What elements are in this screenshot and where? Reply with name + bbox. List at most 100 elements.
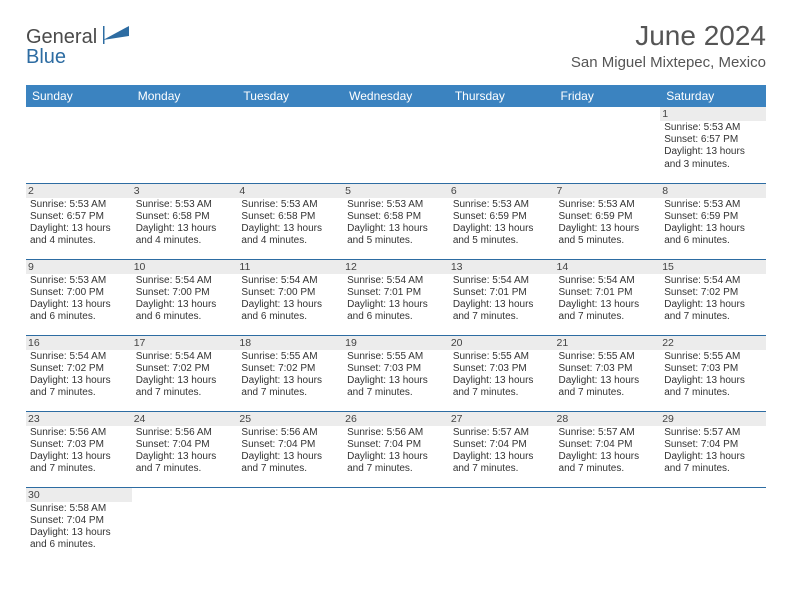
daylight-text: Daylight: 13 hours and 5 minutes. [347, 223, 445, 247]
day-number: 12 [343, 260, 449, 274]
sunset-text: Sunset: 6:58 PM [347, 211, 445, 223]
sunset-text: Sunset: 7:00 PM [136, 287, 234, 299]
day-number: 9 [26, 260, 132, 274]
calendar-day-cell: 8Sunrise: 5:53 AMSunset: 6:59 PMDaylight… [660, 183, 766, 259]
day-number: 21 [555, 336, 661, 350]
sunrise-text: Sunrise: 5:54 AM [136, 275, 234, 287]
sunset-text: Sunset: 7:03 PM [559, 363, 657, 375]
day-info: Sunrise: 5:54 AMSunset: 7:00 PMDaylight:… [241, 275, 339, 324]
day-info: Sunrise: 5:54 AMSunset: 7:00 PMDaylight:… [136, 275, 234, 324]
day-number: 25 [237, 412, 343, 426]
day-info: Sunrise: 5:55 AMSunset: 7:03 PMDaylight:… [559, 351, 657, 400]
daylight-text: Daylight: 13 hours and 3 minutes. [664, 146, 762, 170]
calendar-day-cell: 7Sunrise: 5:53 AMSunset: 6:59 PMDaylight… [555, 183, 661, 259]
day-info: Sunrise: 5:54 AMSunset: 7:02 PMDaylight:… [30, 351, 128, 400]
sunrise-text: Sunrise: 5:55 AM [664, 351, 762, 363]
sunset-text: Sunset: 7:01 PM [347, 287, 445, 299]
daylight-text: Daylight: 13 hours and 6 minutes. [30, 299, 128, 323]
day-number: 11 [237, 260, 343, 274]
sunset-text: Sunset: 7:04 PM [347, 439, 445, 451]
month-title: June 2024 [571, 20, 766, 52]
daylight-text: Daylight: 13 hours and 5 minutes. [453, 223, 551, 247]
calendar-day-cell: 29Sunrise: 5:57 AMSunset: 7:04 PMDayligh… [660, 411, 766, 487]
flag-icon [103, 26, 129, 49]
sunset-text: Sunset: 7:04 PM [453, 439, 551, 451]
day-number: 22 [660, 336, 766, 350]
day-number: 2 [26, 184, 132, 198]
day-number: 6 [449, 184, 555, 198]
sunset-text: Sunset: 7:03 PM [453, 363, 551, 375]
calendar-day-cell [555, 487, 661, 563]
calendar-day-cell: 18Sunrise: 5:55 AMSunset: 7:02 PMDayligh… [237, 335, 343, 411]
day-number: 3 [132, 184, 238, 198]
calendar-day-cell: 22Sunrise: 5:55 AMSunset: 7:03 PMDayligh… [660, 335, 766, 411]
sunset-text: Sunset: 7:03 PM [347, 363, 445, 375]
calendar-week-row: 23Sunrise: 5:56 AMSunset: 7:03 PMDayligh… [26, 411, 766, 487]
calendar-day-cell [449, 107, 555, 183]
day-info: Sunrise: 5:53 AMSunset: 6:59 PMDaylight:… [664, 199, 762, 248]
calendar-day-cell [237, 487, 343, 563]
calendar-header-row: SundayMondayTuesdayWednesdayThursdayFrid… [26, 85, 766, 107]
day-info: Sunrise: 5:54 AMSunset: 7:01 PMDaylight:… [347, 275, 445, 324]
sunrise-text: Sunrise: 5:53 AM [136, 199, 234, 211]
sunset-text: Sunset: 7:04 PM [136, 439, 234, 451]
calendar-day-cell [237, 107, 343, 183]
weekday-header: Saturday [660, 85, 766, 107]
calendar-day-cell: 26Sunrise: 5:56 AMSunset: 7:04 PMDayligh… [343, 411, 449, 487]
calendar-day-cell [132, 487, 238, 563]
calendar-week-row: 2Sunrise: 5:53 AMSunset: 6:57 PMDaylight… [26, 183, 766, 259]
sunrise-text: Sunrise: 5:57 AM [453, 427, 551, 439]
sunset-text: Sunset: 7:02 PM [136, 363, 234, 375]
calendar-day-cell: 6Sunrise: 5:53 AMSunset: 6:59 PMDaylight… [449, 183, 555, 259]
sunset-text: Sunset: 6:59 PM [664, 211, 762, 223]
calendar-day-cell [26, 107, 132, 183]
daylight-text: Daylight: 13 hours and 7 minutes. [136, 375, 234, 399]
daylight-text: Daylight: 13 hours and 7 minutes. [30, 375, 128, 399]
day-number: 26 [343, 412, 449, 426]
calendar-week-row: 30Sunrise: 5:58 AMSunset: 7:04 PMDayligh… [26, 487, 766, 563]
daylight-text: Daylight: 13 hours and 7 minutes. [664, 299, 762, 323]
daylight-text: Daylight: 13 hours and 4 minutes. [136, 223, 234, 247]
day-number: 17 [132, 336, 238, 350]
day-info: Sunrise: 5:58 AMSunset: 7:04 PMDaylight:… [30, 503, 128, 552]
sunset-text: Sunset: 6:58 PM [241, 211, 339, 223]
calendar-day-cell: 5Sunrise: 5:53 AMSunset: 6:58 PMDaylight… [343, 183, 449, 259]
day-info: Sunrise: 5:53 AMSunset: 7:00 PMDaylight:… [30, 275, 128, 324]
calendar-day-cell: 3Sunrise: 5:53 AMSunset: 6:58 PMDaylight… [132, 183, 238, 259]
sunrise-text: Sunrise: 5:55 AM [453, 351, 551, 363]
daylight-text: Daylight: 13 hours and 7 minutes. [559, 375, 657, 399]
day-number: 23 [26, 412, 132, 426]
day-number: 16 [26, 336, 132, 350]
day-info: Sunrise: 5:55 AMSunset: 7:03 PMDaylight:… [664, 351, 762, 400]
sunrise-text: Sunrise: 5:53 AM [664, 199, 762, 211]
sunset-text: Sunset: 7:01 PM [559, 287, 657, 299]
sunrise-text: Sunrise: 5:53 AM [30, 275, 128, 287]
day-info: Sunrise: 5:56 AMSunset: 7:03 PMDaylight:… [30, 427, 128, 476]
sunset-text: Sunset: 7:04 PM [664, 439, 762, 451]
sunset-text: Sunset: 7:01 PM [453, 287, 551, 299]
day-info: Sunrise: 5:53 AMSunset: 6:59 PMDaylight:… [559, 199, 657, 248]
sunrise-text: Sunrise: 5:56 AM [241, 427, 339, 439]
day-info: Sunrise: 5:55 AMSunset: 7:03 PMDaylight:… [453, 351, 551, 400]
weekday-header: Wednesday [343, 85, 449, 107]
day-number: 1 [660, 107, 766, 121]
day-number: 14 [555, 260, 661, 274]
daylight-text: Daylight: 13 hours and 7 minutes. [453, 299, 551, 323]
calendar-day-cell: 27Sunrise: 5:57 AMSunset: 7:04 PMDayligh… [449, 411, 555, 487]
day-number: 10 [132, 260, 238, 274]
day-info: Sunrise: 5:57 AMSunset: 7:04 PMDaylight:… [453, 427, 551, 476]
title-block: June 2024 San Miguel Mixtepec, Mexico [571, 20, 766, 71]
daylight-text: Daylight: 13 hours and 7 minutes. [241, 451, 339, 475]
day-number: 13 [449, 260, 555, 274]
header: General June 2024 San Miguel Mixtepec, M… [26, 20, 766, 71]
calendar-day-cell [343, 107, 449, 183]
weekday-header: Monday [132, 85, 238, 107]
daylight-text: Daylight: 13 hours and 7 minutes. [241, 375, 339, 399]
sunset-text: Sunset: 7:03 PM [30, 439, 128, 451]
day-info: Sunrise: 5:55 AMSunset: 7:03 PMDaylight:… [347, 351, 445, 400]
calendar-day-cell: 13Sunrise: 5:54 AMSunset: 7:01 PMDayligh… [449, 259, 555, 335]
calendar-day-cell: 21Sunrise: 5:55 AMSunset: 7:03 PMDayligh… [555, 335, 661, 411]
calendar-day-cell [660, 487, 766, 563]
sunrise-text: Sunrise: 5:56 AM [347, 427, 445, 439]
day-info: Sunrise: 5:54 AMSunset: 7:02 PMDaylight:… [136, 351, 234, 400]
